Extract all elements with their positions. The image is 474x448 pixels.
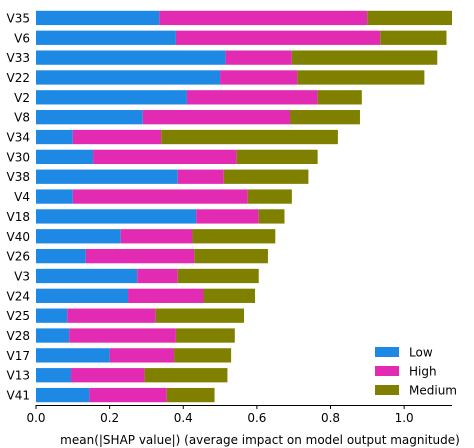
bar-v17-medium <box>174 348 232 363</box>
bar-v41-medium <box>166 387 215 403</box>
bar-v13-low <box>36 368 71 383</box>
bar-v6-low <box>36 30 176 45</box>
y-tick-label: V24 <box>7 289 30 303</box>
bars-group <box>36 10 452 403</box>
bar-v18-low <box>36 209 197 224</box>
bar-v8-medium <box>290 110 360 125</box>
bar-v8-low <box>36 110 143 125</box>
bar-v18-medium <box>258 209 285 224</box>
bar-v24-low <box>36 288 129 303</box>
y-tick-label: V4 <box>14 190 30 204</box>
bar-v8-high <box>142 110 291 125</box>
bar-v34-low <box>36 129 73 145</box>
bar-v4-high <box>72 189 248 204</box>
bar-v35-medium <box>367 10 452 26</box>
bar-v2-high <box>186 90 318 105</box>
legend-label-medium: Medium <box>409 384 457 398</box>
bar-v38-low <box>36 169 178 184</box>
y-tick-label: V22 <box>7 71 30 85</box>
bar-v24-medium <box>203 288 256 303</box>
bar-v30-high <box>93 149 237 165</box>
bar-v33-high <box>225 50 292 65</box>
bar-v17-low <box>36 348 110 363</box>
bar-v22-medium <box>297 70 425 85</box>
bar-v30-medium <box>236 149 318 165</box>
bar-v25-high <box>67 308 156 323</box>
y-tick-label: V2 <box>14 91 30 105</box>
legend-label-low: Low <box>409 346 433 360</box>
bar-v38-medium <box>223 169 309 184</box>
y-tick-label: V41 <box>7 389 30 403</box>
x-axis-title: mean(|SHAP value|) (average impact on mo… <box>60 433 460 447</box>
bar-v41-low <box>36 387 90 403</box>
legend: Low High Medium <box>375 346 457 398</box>
y-tick-label: V3 <box>14 269 30 283</box>
bar-v26-high <box>85 248 195 264</box>
y-tick-labels: V35 V6 V33 V22 V2 V8 V34 V30 V38 V4 V18 V40 V26 V3 V24… <box>7 11 30 402</box>
bar-v26-medium <box>194 248 268 264</box>
bar-v35-low <box>36 10 160 26</box>
legend-swatch-medium <box>375 385 399 395</box>
x-tick-label: 0.8 <box>321 411 340 425</box>
bar-v40-medium <box>192 229 276 244</box>
y-tick-label: V25 <box>7 309 30 323</box>
bar-v25-low <box>36 308 68 323</box>
bar-v24-high <box>128 288 204 303</box>
bar-v3-medium <box>177 268 259 284</box>
bar-v2-medium <box>317 90 362 105</box>
bar-v22-low <box>36 70 221 85</box>
bar-v28-medium <box>175 328 235 343</box>
y-tick-label: V13 <box>7 369 30 383</box>
bar-v26-low <box>36 248 86 264</box>
bar-v13-high <box>70 368 145 383</box>
y-tick-label: V17 <box>7 349 30 363</box>
bar-v3-low <box>36 268 138 284</box>
bar-v40-low <box>36 229 121 244</box>
bar-v35-high <box>159 10 368 26</box>
bar-v28-low <box>36 328 70 343</box>
bar-v22-high <box>220 70 298 85</box>
y-tick-label: V40 <box>7 230 30 244</box>
bar-v18-high <box>196 209 259 224</box>
bar-v28-high <box>69 328 176 343</box>
bar-v4-low <box>36 189 73 204</box>
bar-v38-high <box>177 169 224 184</box>
x-tick-label: 1.0 <box>395 411 414 425</box>
legend-swatch-low <box>375 347 399 357</box>
y-tick-label: V28 <box>7 329 30 343</box>
bar-v13-medium <box>144 368 228 383</box>
bar-v17-high <box>109 348 175 363</box>
x-ticks: 0.0 0.2 0.4 0.6 0.8 1.0 <box>26 405 414 425</box>
bar-v40-high <box>120 229 193 244</box>
bar-v33-medium <box>291 50 438 65</box>
y-tick-label: V34 <box>7 131 30 145</box>
bar-v34-high <box>72 129 162 145</box>
bar-v3-high <box>137 268 178 284</box>
legend-swatch-high <box>375 366 399 376</box>
bar-v4-medium <box>247 189 292 204</box>
x-tick-label: 0.0 <box>26 411 45 425</box>
bar-v34-medium <box>161 129 338 145</box>
bar-v30-low <box>36 149 94 165</box>
y-tick-label: V30 <box>7 150 30 164</box>
legend-label-high: High <box>409 365 437 379</box>
y-tick-label: V26 <box>7 250 30 264</box>
bar-v2-low <box>36 90 187 105</box>
y-tick-label: V8 <box>14 111 30 125</box>
bar-v41-high <box>89 387 167 403</box>
x-tick-label: 0.2 <box>100 411 119 425</box>
bar-v6-medium <box>380 30 447 45</box>
y-tick-label: V33 <box>7 51 30 65</box>
y-tick-label: V18 <box>7 210 30 224</box>
bar-v33-low <box>36 50 226 65</box>
bar-v6-high <box>175 30 381 45</box>
y-tick-label: V6 <box>14 31 30 45</box>
x-tick-label: 0.6 <box>247 411 266 425</box>
y-tick-label: V38 <box>7 170 30 184</box>
x-tick-label: 0.4 <box>174 411 193 425</box>
bar-v25-medium <box>155 308 244 323</box>
y-tick-label: V35 <box>7 11 30 25</box>
